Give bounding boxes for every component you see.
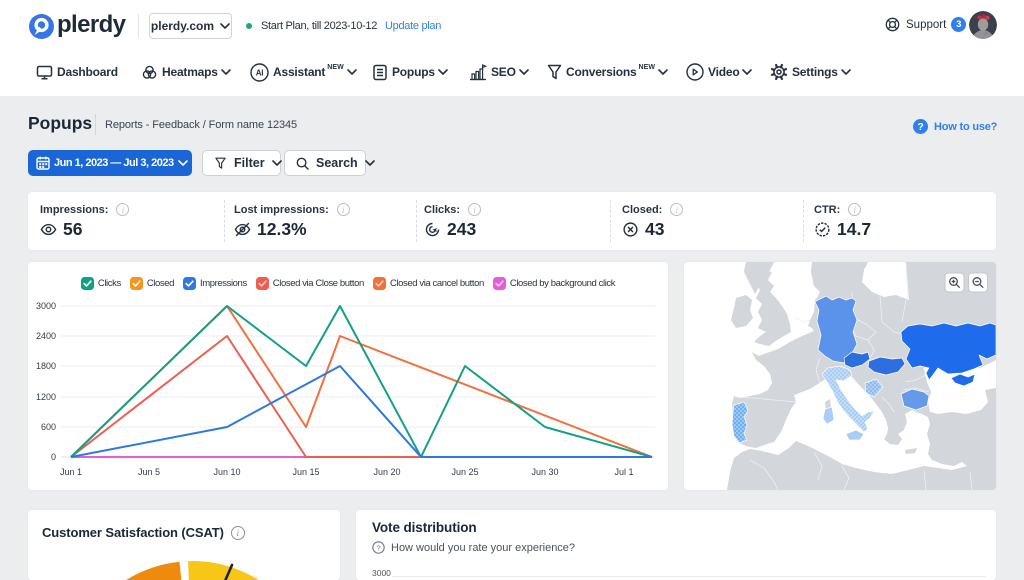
svg-text:1800: 1800 bbox=[36, 361, 56, 371]
svg-text:AI: AI bbox=[256, 68, 264, 77]
svg-text:1200: 1200 bbox=[36, 392, 56, 402]
svg-text:2400: 2400 bbox=[36, 331, 56, 341]
svg-text:3000: 3000 bbox=[36, 301, 56, 311]
svg-text:Jun 30: Jun 30 bbox=[531, 467, 558, 477]
svg-text:Jun 15: Jun 15 bbox=[292, 467, 319, 477]
svg-text:600: 600 bbox=[41, 422, 56, 432]
svg-text:Jun 10: Jun 10 bbox=[213, 467, 240, 477]
svg-text:0: 0 bbox=[51, 452, 56, 462]
svg-text:Jun 20: Jun 20 bbox=[373, 467, 400, 477]
svg-text:Jul 1: Jul 1 bbox=[614, 467, 633, 477]
svg-text:Jun 5: Jun 5 bbox=[138, 467, 160, 477]
svg-text:Jun 25: Jun 25 bbox=[451, 467, 478, 477]
svg-text:?: ? bbox=[376, 543, 380, 552]
svg-text:Jun 1: Jun 1 bbox=[60, 467, 82, 477]
